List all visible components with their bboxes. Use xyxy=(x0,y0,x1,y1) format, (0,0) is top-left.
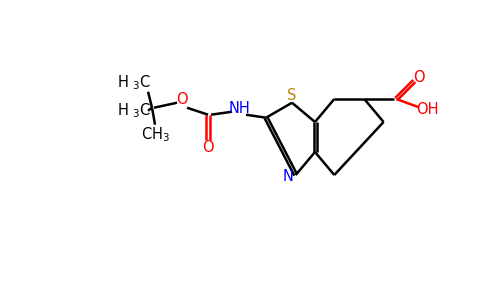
Text: CH$_3$: CH$_3$ xyxy=(140,125,169,144)
Text: O: O xyxy=(202,140,214,155)
Text: $_3$C: $_3$C xyxy=(132,74,151,92)
Text: NH: NH xyxy=(228,101,250,116)
Text: N: N xyxy=(282,169,293,184)
Text: H: H xyxy=(117,103,128,118)
Text: $_3$C: $_3$C xyxy=(132,101,151,120)
Text: OH: OH xyxy=(416,101,439,116)
Text: O: O xyxy=(413,70,425,85)
Text: H: H xyxy=(117,75,128,90)
Text: S: S xyxy=(287,88,297,103)
Text: O: O xyxy=(176,92,188,107)
